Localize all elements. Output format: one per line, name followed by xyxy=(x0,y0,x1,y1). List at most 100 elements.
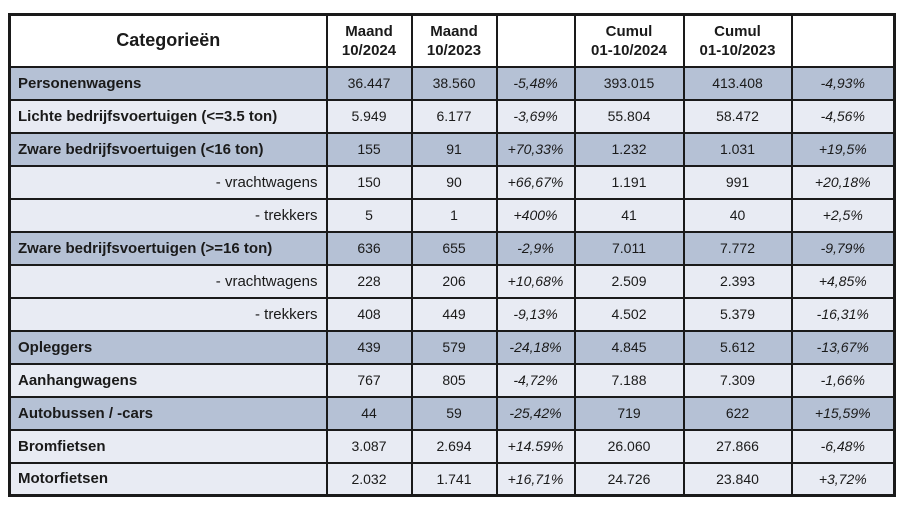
category-cell: Bromfietsen xyxy=(8,428,328,464)
table-row: - trekkers 5 1 +400% 41 40 +2,5% xyxy=(8,197,896,233)
percent-cell: -4,93% xyxy=(790,65,896,101)
value-cell: 7.188 xyxy=(573,362,685,398)
header-percent-month xyxy=(495,13,576,68)
header-categorieen: Categorieën xyxy=(8,13,328,68)
value-cell: 1.232 xyxy=(573,131,685,167)
value-cell: 4.502 xyxy=(573,296,685,332)
percent-cell: +4,85% xyxy=(790,263,896,299)
category-cell: - trekkers xyxy=(8,296,328,332)
value-cell: 90 xyxy=(410,164,498,200)
percent-cell: +14.59% xyxy=(495,428,576,464)
category-cell: - vrachtwagens xyxy=(8,263,328,299)
table-row: - vrachtwagens 150 90 +66,67% 1.191 991 +20,18… xyxy=(8,164,896,200)
percent-cell: -5,48% xyxy=(495,65,576,101)
category-cell: - vrachtwagens xyxy=(8,164,328,200)
percent-cell: +19,5% xyxy=(790,131,896,167)
percent-cell: +10,68% xyxy=(495,263,576,299)
value-cell: 622 xyxy=(682,395,793,431)
category-cell: Lichte bedrijfsvoertuigen (<=3.5 ton) xyxy=(8,98,328,134)
percent-cell: -1,66% xyxy=(790,362,896,398)
value-cell: 1.031 xyxy=(682,131,793,167)
value-cell: 2.393 xyxy=(682,263,793,299)
percent-cell: -13,67% xyxy=(790,329,896,365)
value-cell: 40 xyxy=(682,197,793,233)
value-cell: 2.032 xyxy=(325,461,413,497)
header-line2: 10/2023 xyxy=(426,41,482,59)
value-cell: 4.845 xyxy=(573,329,685,365)
value-cell: 439 xyxy=(325,329,413,365)
percent-cell: +400% xyxy=(495,197,576,233)
value-cell: 24.726 xyxy=(573,461,685,497)
header-percent-cumul xyxy=(790,13,896,68)
value-cell: 155 xyxy=(325,131,413,167)
percent-cell: -4,56% xyxy=(790,98,896,134)
percent-cell: -25,42% xyxy=(495,395,576,431)
value-cell: 150 xyxy=(325,164,413,200)
table-row: Autobussen / -cars 44 59 -25,42% 719 622 +15,5… xyxy=(8,395,896,431)
value-cell: 1.741 xyxy=(410,461,498,497)
percent-cell: -2,9% xyxy=(495,230,576,266)
percent-cell: +70,33% xyxy=(495,131,576,167)
value-cell: 2.509 xyxy=(573,263,685,299)
category-cell: Zware bedrijfsvoertuigen (<16 ton) xyxy=(8,131,328,167)
value-cell: 3.087 xyxy=(325,428,413,464)
value-cell: 805 xyxy=(410,362,498,398)
value-cell: 449 xyxy=(410,296,498,332)
category-cell: Motorfietsen xyxy=(8,461,328,497)
percent-cell: +2,5% xyxy=(790,197,896,233)
table-row: Lichte bedrijfsvoertuigen (<=3.5 ton) 5.9… xyxy=(8,98,896,134)
value-cell: 1 xyxy=(410,197,498,233)
value-cell: 408 xyxy=(325,296,413,332)
category-cell: - trekkers xyxy=(8,197,328,233)
value-cell: 5.949 xyxy=(325,98,413,134)
value-cell: 55.804 xyxy=(573,98,685,134)
table-row: Zware bedrijfsvoertuigen (>=16 ton) 636 65… xyxy=(8,230,896,266)
value-cell: 23.840 xyxy=(682,461,793,497)
header-line2: 01-10/2024 xyxy=(591,41,667,59)
category-cell: Opleggers xyxy=(8,329,328,365)
percent-cell: -4,72% xyxy=(495,362,576,398)
percent-cell: -6,48% xyxy=(790,428,896,464)
value-cell: 7.309 xyxy=(682,362,793,398)
header-line1: Maand xyxy=(430,22,478,40)
percent-cell: -24,18% xyxy=(495,329,576,365)
percent-cell: -9,79% xyxy=(790,230,896,266)
percent-cell: +3,72% xyxy=(790,461,896,497)
value-cell: 38.560 xyxy=(410,65,498,101)
header-row: Categorieën Maand 10/2024 Maand 10/2023 … xyxy=(8,13,896,68)
category-cell: Personenwagens xyxy=(8,65,328,101)
value-cell: 991 xyxy=(682,164,793,200)
percent-cell: -3,69% xyxy=(495,98,576,134)
value-cell: 767 xyxy=(325,362,413,398)
value-cell: 91 xyxy=(410,131,498,167)
value-cell: 636 xyxy=(325,230,413,266)
table-row: Aanhangwagens 767 805 -4,72% 7.188 7.309 -1,66… xyxy=(8,362,896,398)
value-cell: 413.408 xyxy=(682,65,793,101)
header-cumul-2024: Cumul 01-10/2024 xyxy=(573,13,685,68)
value-cell: 5.612 xyxy=(682,329,793,365)
header-line2: 01-10/2023 xyxy=(699,41,776,59)
value-cell: 44 xyxy=(325,395,413,431)
value-cell: 27.866 xyxy=(682,428,793,464)
value-cell: 26.060 xyxy=(573,428,685,464)
table-header: Categorieën Maand 10/2024 Maand 10/2023 … xyxy=(8,13,896,68)
value-cell: 7.011 xyxy=(573,230,685,266)
header-line1: Cumul xyxy=(605,22,653,40)
percent-cell: +15,59% xyxy=(790,395,896,431)
table-row: - trekkers 408 449 -9,13% 4.502 5.379 -16,31% xyxy=(8,296,896,332)
category-cell: Zware bedrijfsvoertuigen (>=16 ton) xyxy=(8,230,328,266)
value-cell: 2.694 xyxy=(410,428,498,464)
table-row: Opleggers 439 579 -24,18% 4.845 5.612 -13,67% xyxy=(8,329,896,365)
table-row: - vrachtwagens 228 206 +10,68% 2.509 2.393 +4,… xyxy=(8,263,896,299)
value-cell: 655 xyxy=(410,230,498,266)
value-cell: 393.015 xyxy=(573,65,685,101)
value-cell: 5 xyxy=(325,197,413,233)
header-line2: 10/2024 xyxy=(341,41,397,59)
percent-cell: -9,13% xyxy=(495,296,576,332)
percent-cell: +66,67% xyxy=(495,164,576,200)
value-cell: 6.177 xyxy=(410,98,498,134)
table-row: Zware bedrijfsvoertuigen (<16 ton) 155 91 +… xyxy=(8,131,896,167)
value-cell: 58.472 xyxy=(682,98,793,134)
category-cell: Aanhangwagens xyxy=(8,362,328,398)
value-cell: 228 xyxy=(325,263,413,299)
